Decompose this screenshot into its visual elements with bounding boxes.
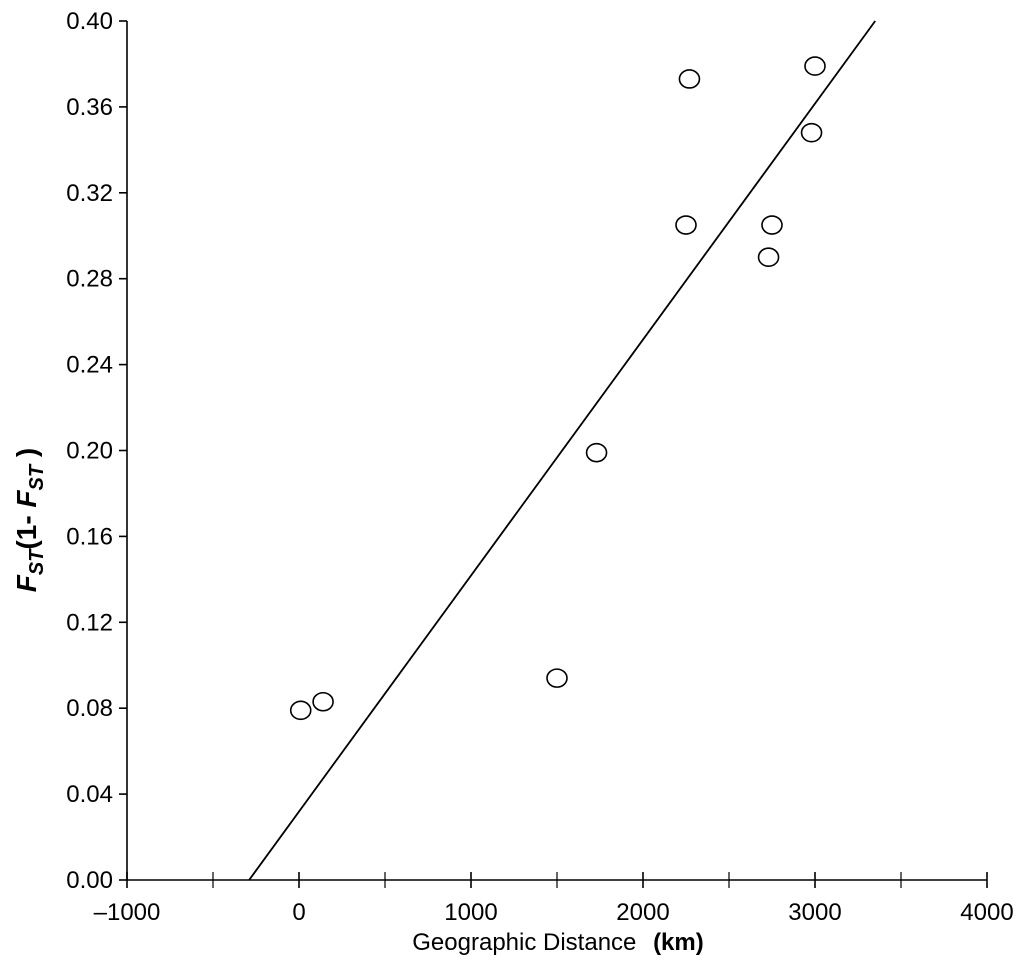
data-point bbox=[678, 69, 701, 89]
y-tick-label: 0.04 bbox=[66, 781, 113, 808]
y-tick-label: 0.12 bbox=[66, 609, 113, 636]
y-label-mid: (1- bbox=[11, 508, 42, 550]
y-label-end: ) bbox=[11, 448, 42, 465]
x-axis-label-unit: (km) bbox=[653, 929, 704, 956]
y-axis-label: FST(1- FST ) bbox=[11, 448, 48, 592]
axis-labels: Geographic Distance (km) FST(1- FST ) bbox=[11, 448, 704, 956]
y-label-sub2: ST bbox=[26, 463, 48, 490]
y-tick-label: 0.40 bbox=[66, 8, 113, 35]
axes bbox=[126, 21, 987, 881]
data-point bbox=[312, 691, 334, 712]
x-tick-label: 2000 bbox=[616, 899, 669, 926]
regression-line bbox=[248, 20, 876, 881]
data-point bbox=[546, 668, 568, 688]
y-tick-label: 0.08 bbox=[66, 695, 113, 722]
data-point bbox=[757, 247, 780, 268]
y-label-f1: F bbox=[11, 574, 42, 592]
data-point bbox=[675, 215, 697, 235]
ticks: 0.00 0.04 0.08 0.12 0.16 0.20 0.24 0.28 0.32 0.36… bbox=[66, 8, 1013, 926]
x-axis-label: Geographic Distance (km) bbox=[412, 929, 703, 956]
data-point bbox=[289, 700, 312, 721]
y-label-f2: F bbox=[11, 490, 42, 508]
x-tick-label: 4000 bbox=[960, 899, 1013, 926]
data-point bbox=[800, 122, 823, 143]
regression-line-group bbox=[248, 20, 876, 881]
x-axis-label-text: Geographic Distance bbox=[412, 929, 636, 956]
data-point bbox=[761, 215, 783, 235]
x-tick-label: 0 bbox=[292, 899, 305, 926]
y-tick-label: 0.16 bbox=[66, 523, 113, 550]
y-tick-label: 0.28 bbox=[66, 266, 113, 293]
y-label-sub1: ST bbox=[26, 548, 48, 575]
x-tick-label: 3000 bbox=[788, 899, 841, 926]
data-point bbox=[804, 56, 826, 76]
data-point bbox=[585, 442, 608, 463]
y-tick-label: 0.24 bbox=[66, 352, 113, 379]
x-tick-label: –1000 bbox=[94, 899, 161, 926]
y-tick-label: 0.32 bbox=[66, 180, 113, 207]
y-tick-label: 0.36 bbox=[66, 94, 113, 121]
y-tick-label: 0.20 bbox=[66, 438, 113, 465]
data-points bbox=[289, 56, 826, 721]
x-tick-label: 1000 bbox=[444, 899, 497, 926]
y-tick-label: 0.00 bbox=[66, 867, 113, 894]
